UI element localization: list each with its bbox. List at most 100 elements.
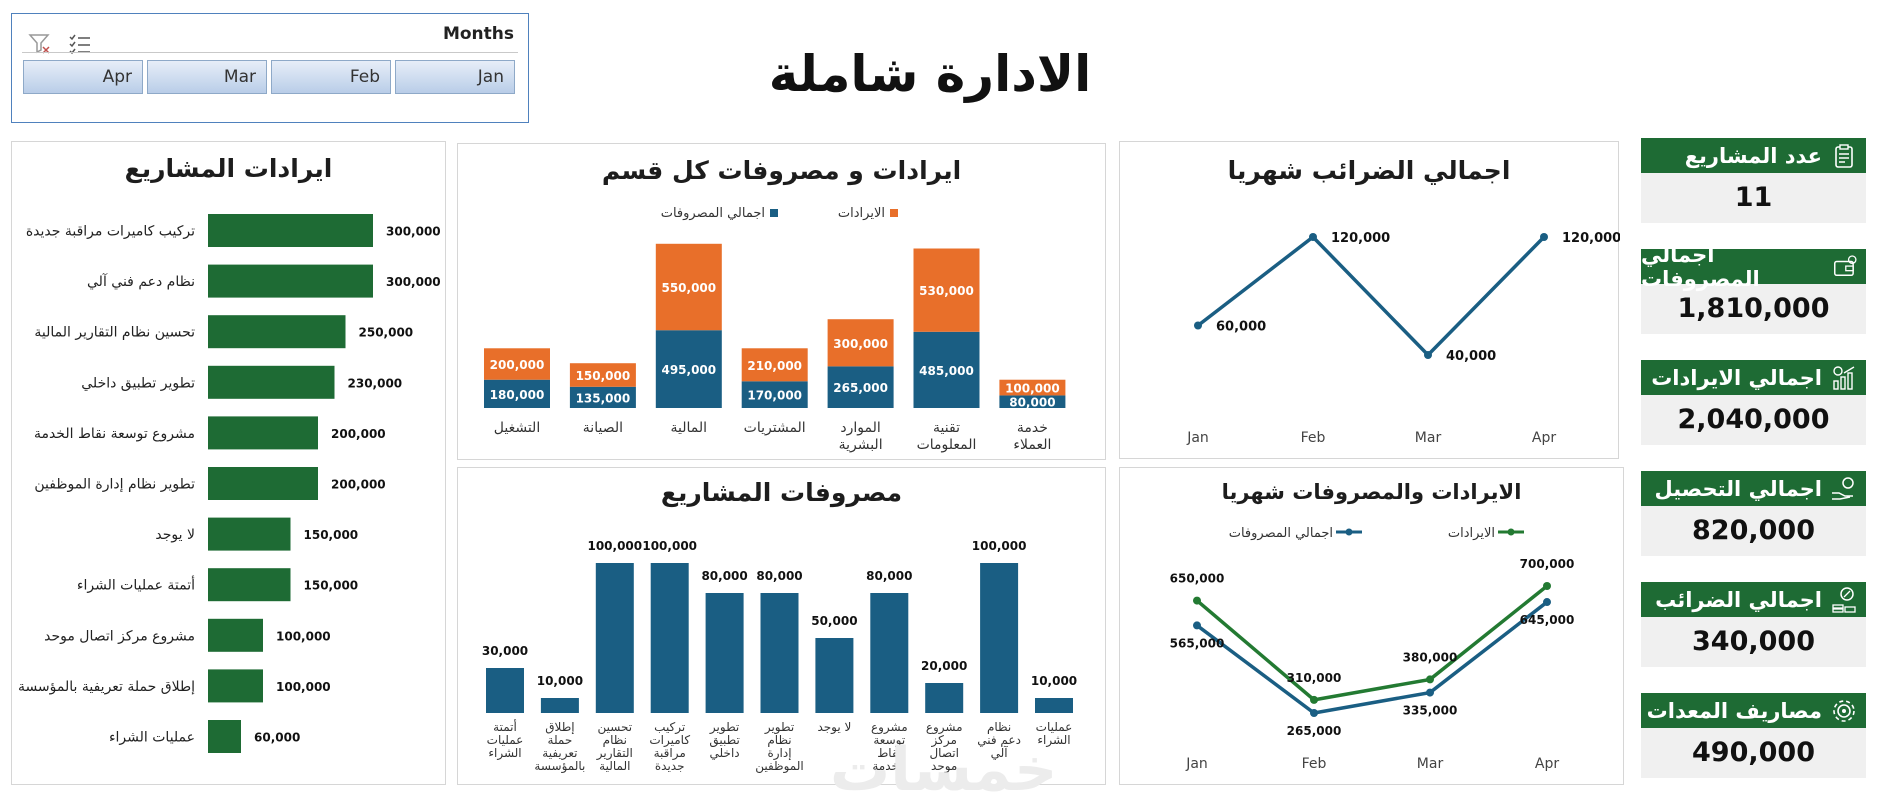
kpi-card-revenue: اجمالي الايرادات 2,040,000: [1641, 360, 1866, 445]
category-label: نظام دعم فني آلي: [87, 273, 195, 290]
x-tick-label: Feb: [1302, 756, 1327, 772]
category-label: المشتريات: [744, 420, 806, 436]
wallet-icon: [1834, 254, 1857, 276]
data-label: 60,000: [1216, 320, 1266, 335]
point: [1194, 321, 1202, 330]
data-label: 200,000: [331, 427, 386, 441]
point: [1309, 233, 1317, 241]
category-label: الخدمة: [872, 759, 906, 773]
point: [1543, 582, 1551, 590]
legend-label: اجمالي المصروفات: [661, 206, 765, 221]
category-label: اتصال: [929, 746, 958, 760]
data-label: 530,000: [919, 284, 974, 298]
tax-line: [1196, 234, 1546, 358]
x-tick-label: Mar: [1415, 430, 1442, 446]
slicer-button-feb[interactable]: Feb: [271, 60, 391, 94]
category-label: موحد: [931, 759, 957, 774]
revenue-bar: [741, 348, 808, 382]
data-label: 100,000: [276, 629, 331, 643]
category-label: بالمؤسسة: [534, 759, 585, 774]
data-label: 100,000: [972, 539, 1027, 553]
point: [1426, 688, 1434, 697]
bar: [815, 638, 854, 713]
data-label: 495,000: [661, 363, 716, 377]
project-revenue-chart: تركيب كاميرات مراقبة جديدة 300,000 نظام دع…: [18, 214, 441, 753]
dept-rev-exp-chart: الايرادات اجمالي المصروفات 180,000 200,000 ا…: [484, 206, 1066, 453]
data-label: 30,000: [482, 644, 528, 658]
revenue-bar: [827, 319, 894, 367]
bar: [208, 467, 318, 500]
category-label: تركيب: [654, 720, 685, 735]
data-label: 265,000: [1287, 724, 1342, 738]
category-label: التقارير: [596, 746, 633, 761]
category-label: تطوير تطبيق داخلي: [81, 375, 195, 391]
slicer-button-jan[interactable]: Jan: [395, 60, 515, 94]
data-label: 380,000: [1403, 650, 1458, 664]
point: [1310, 709, 1318, 717]
category-label: دعم فني: [977, 733, 1021, 747]
data-label: 310,000: [1287, 671, 1342, 685]
data-label: 40,000: [1446, 349, 1496, 364]
data-label: 10,000: [537, 674, 583, 688]
data-label: 250,000: [359, 326, 414, 340]
project-expenses-title: مصروفات المشاريع: [660, 478, 903, 507]
category-label: خدمة: [1017, 420, 1048, 436]
monthly-rev-exp-panel: الايرادات والمصروفات شهريا الايرادات اجما…: [1119, 467, 1624, 785]
hand-coin-icon: [1832, 476, 1854, 500]
kpi-value: 2,040,000: [1641, 395, 1866, 445]
slicer-button-apr[interactable]: Apr: [23, 60, 143, 94]
page-title: الادارة شاملة: [768, 45, 1092, 103]
expense-bar: [913, 331, 980, 408]
category-label: الموظفين: [755, 759, 804, 774]
bar: [208, 315, 346, 349]
project-revenue-panel: ايرادات المشاريع تركيب كاميرات مراقبة جد…: [11, 141, 446, 785]
kpi-value: 820,000: [1641, 506, 1866, 556]
data-label: 230,000: [348, 376, 403, 390]
monthly-tax-chart: 60,000 Jan 120,000 Feb 40,000 Mar 120,000 Apr: [1186, 231, 1620, 446]
x-tick-label: Apr: [1532, 430, 1556, 446]
data-label: 100,000: [587, 539, 642, 553]
bar: [486, 668, 524, 713]
bar: [595, 563, 634, 713]
category-label: عمليات الشراء: [109, 730, 195, 746]
revenue-growth-icon: [1833, 365, 1855, 390]
category-label: نظام: [603, 733, 627, 747]
bar: [208, 214, 373, 247]
series-line: [1195, 584, 1549, 702]
x-tick-label: Feb: [1301, 430, 1326, 446]
bar: [1035, 698, 1073, 713]
bar: [650, 563, 689, 713]
kpi-value: 1,810,000: [1641, 284, 1866, 334]
bar: [540, 698, 579, 713]
legend-marker: [1345, 528, 1353, 536]
kpi-label: اجمالي الضرائب: [1655, 587, 1822, 612]
legend-swatch: [890, 209, 898, 217]
data-label: 100,000: [276, 680, 331, 694]
clipboard-icon: [1835, 143, 1853, 168]
bar: [760, 593, 799, 713]
kpi-card-tax: اجمالي الضرائب 340,000: [1641, 582, 1866, 667]
slicer-button-mar[interactable]: Mar: [147, 60, 267, 94]
category-label: أتمتة عمليات الشراء: [77, 576, 195, 594]
revenue-bar: [913, 248, 980, 332]
category-label: عمليات: [1036, 720, 1073, 734]
bar: [870, 593, 909, 713]
legend-swatch: [770, 209, 778, 217]
category-label: مشروع: [871, 720, 908, 735]
watermark: خمسات: [830, 735, 1058, 805]
data-label: 265,000: [833, 381, 888, 395]
legend-marker: [1507, 528, 1515, 536]
data-label: 135,000: [576, 391, 631, 405]
data-label: 10,000: [1031, 674, 1077, 688]
revenue-bar: [999, 379, 1066, 396]
data-label: 200,000: [490, 358, 545, 372]
data-label: 150,000: [304, 528, 359, 542]
bar: [705, 593, 744, 713]
data-label: 565,000: [1170, 636, 1225, 650]
data-label: 300,000: [386, 275, 441, 289]
category-label: عمليات: [487, 733, 524, 747]
category-label: نقاط: [877, 746, 901, 760]
kpi-label: مصاريف المعدات: [1646, 698, 1822, 723]
dept-rev-exp-title: ايرادات و مصروفات كل قسم: [601, 156, 962, 185]
project-expenses-panel: مصروفات المشاريع 30,000 أتمتة عمليات الشراء…: [457, 467, 1106, 785]
